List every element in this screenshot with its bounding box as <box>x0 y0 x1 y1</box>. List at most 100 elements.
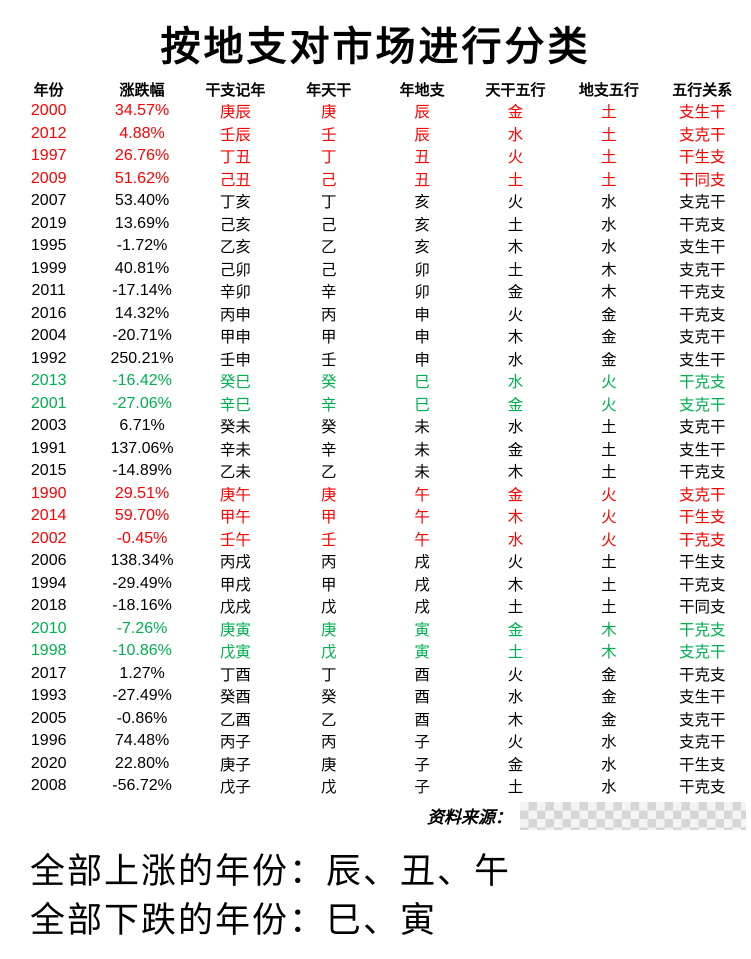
cell-stem_element: 金 <box>507 621 524 639</box>
column-header: 年地支 <box>399 82 445 99</box>
cell-branch: 子 <box>414 734 430 752</box>
cell-stem: 甲 <box>321 329 337 347</box>
cell-branch: 酉 <box>414 666 430 684</box>
cell-change: -27.06% <box>112 394 172 412</box>
cell-stem: 己 <box>321 171 337 189</box>
cell-stem_element: 土 <box>507 261 524 279</box>
cell-year: 2000 <box>30 102 67 120</box>
cell-stem_element: 土 <box>507 216 524 234</box>
cell-change: 51.62% <box>114 169 170 187</box>
cell-ganzhi: 辛卯 <box>219 284 251 302</box>
cell-year: 2002 <box>30 529 67 547</box>
cell-stem_element: 金 <box>507 441 524 459</box>
cell-stem_element: 木 <box>507 509 524 527</box>
cell-change: 29.51% <box>114 484 170 502</box>
cell-branch_element: 火 <box>601 374 617 392</box>
cell-relation: 支克干 <box>679 734 726 752</box>
cell-branch_element: 土 <box>601 419 617 437</box>
cell-change: 250.21% <box>110 349 174 367</box>
cell-ganzhi: 丙戌 <box>219 554 251 572</box>
table-row: 2009 51.62% 己丑己丑土土干同支 <box>2 168 749 191</box>
cell-branch_element: 土 <box>601 104 617 122</box>
cell-relation: 干克支 <box>679 621 726 639</box>
cell-branch: 辰 <box>414 104 430 122</box>
cell-relation: 干克支 <box>679 464 726 482</box>
cell-branch: 戌 <box>414 599 430 617</box>
cell-ganzhi: 甲戌 <box>219 576 251 594</box>
cell-stem: 丁 <box>321 666 337 684</box>
cell-stem_element: 木 <box>507 464 524 482</box>
cell-stem_element: 木 <box>507 711 524 729</box>
cell-branch: 申 <box>414 351 430 369</box>
cell-stem_element: 土 <box>507 599 524 617</box>
table-row: 1994 -29.49% 甲戌甲戌木土干克支 <box>2 573 749 596</box>
summary-block: 全部上涨的年份：辰、丑、午 全部下跌的年份：巳、寅 <box>30 847 751 945</box>
cell-ganzhi: 戊寅 <box>219 644 251 662</box>
cell-ganzhi: 甲申 <box>219 329 251 347</box>
cell-stem: 癸 <box>321 419 337 437</box>
cell-relation: 干生支 <box>679 554 726 572</box>
table-row: 2003 6.71% 癸未癸未水土支克干 <box>2 415 749 438</box>
cell-year: 2014 <box>30 507 67 525</box>
cell-branch: 午 <box>414 486 430 504</box>
redacted-source-mosaic <box>520 801 746 830</box>
cell-year: 1990 <box>30 484 67 502</box>
table-row: 2005 -0.86% 乙酉乙酉木金支克干 <box>2 708 749 731</box>
cell-ganzhi: 癸巳 <box>219 374 251 392</box>
cell-stem: 甲 <box>321 576 337 594</box>
cell-branch: 亥 <box>414 194 430 212</box>
cell-year: 2006 <box>30 552 67 570</box>
cell-branch_element: 火 <box>601 486 617 504</box>
cell-relation: 支克干 <box>679 261 726 279</box>
cell-branch_element: 火 <box>601 531 617 549</box>
cell-branch_element: 土 <box>601 126 617 144</box>
cell-branch: 丑 <box>414 149 430 167</box>
cell-relation: 支生干 <box>679 104 726 122</box>
cell-branch_element: 土 <box>601 149 617 167</box>
cell-branch: 未 <box>414 441 430 459</box>
cell-ganzhi: 辛未 <box>219 441 251 459</box>
cell-change: -7.26% <box>116 619 168 637</box>
table-row: 2017 1.27% 丁酉丁酉火金干克支 <box>2 663 749 686</box>
cell-year: 1993 <box>30 687 67 705</box>
column-header: 干支记年 <box>205 82 266 99</box>
cell-branch: 未 <box>414 464 430 482</box>
cell-relation: 支生干 <box>679 239 726 257</box>
table-row: 1991 137.06% 辛未辛未金土支生干 <box>2 438 749 461</box>
cell-ganzhi: 甲午 <box>219 509 251 527</box>
cell-relation: 支生干 <box>679 689 726 707</box>
cell-stem_element: 水 <box>507 689 524 707</box>
cell-relation: 干克支 <box>679 216 726 234</box>
table-header: 年份 涨跌幅 干支记年 年天干 年地支 天干五行 地支五行 五行关系 <box>2 78 749 100</box>
cell-ganzhi: 己丑 <box>219 171 251 189</box>
table-row: 2018 -18.16% 戊戌戊戌土土干同支 <box>2 595 749 618</box>
cell-change: 34.57% <box>114 102 170 120</box>
cell-branch: 卯 <box>414 284 430 302</box>
cell-change: -14.89% <box>112 462 172 480</box>
cell-stem: 丙 <box>321 734 337 752</box>
cell-year: 2004 <box>30 327 67 345</box>
cell-ganzhi: 壬申 <box>219 351 251 369</box>
cell-stem_element: 木 <box>507 576 524 594</box>
cell-relation: 支克干 <box>679 419 726 437</box>
header-row: 年份 涨跌幅 干支记年 年天干 年地支 天干五行 地支五行 五行关系 <box>2 78 749 100</box>
cell-change: 14.32% <box>114 304 170 322</box>
table-row: 2020 22.80% 庚子庚子金水干生支 <box>2 753 749 776</box>
cell-branch: 卯 <box>414 261 430 279</box>
cell-relation: 干同支 <box>679 171 726 189</box>
cell-relation: 干生支 <box>679 756 726 774</box>
cell-stem_element: 水 <box>507 126 524 144</box>
cell-stem_element: 金 <box>507 284 524 302</box>
cell-branch: 亥 <box>414 239 430 257</box>
cell-stem: 庚 <box>321 486 337 504</box>
column-header: 年天干 <box>306 82 352 99</box>
cell-branch: 酉 <box>414 689 430 707</box>
cell-change: 13.69% <box>114 214 170 232</box>
cell-year: 1999 <box>30 259 67 277</box>
cell-branch_element: 火 <box>601 396 617 414</box>
cell-stem_element: 水 <box>507 374 524 392</box>
cell-ganzhi: 丙申 <box>219 306 251 324</box>
cell-relation: 干生支 <box>679 149 726 167</box>
cell-stem_element: 土 <box>507 644 524 662</box>
